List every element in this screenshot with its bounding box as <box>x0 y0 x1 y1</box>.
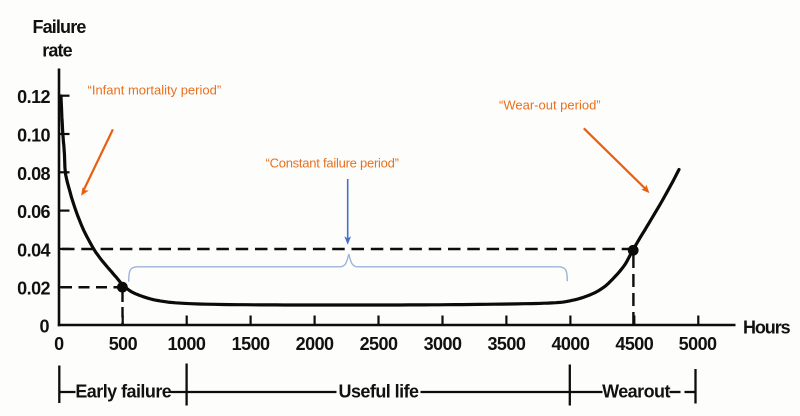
svg-text:500: 500 <box>109 334 138 354</box>
svg-text:0.04: 0.04 <box>17 240 50 260</box>
svg-text:2500: 2500 <box>360 334 398 354</box>
svg-text:3000: 3000 <box>424 334 462 354</box>
svg-text:2000: 2000 <box>296 334 334 354</box>
svg-text:4500: 4500 <box>615 334 653 354</box>
svg-text:Early failure: Early failure <box>75 382 171 402</box>
svg-text:0.08: 0.08 <box>17 164 50 184</box>
svg-text:Hours: Hours <box>743 318 791 338</box>
svg-text:“Infant mortality period”: “Infant mortality period” <box>88 83 222 98</box>
svg-text:Failure: Failure <box>32 17 86 37</box>
svg-text:0: 0 <box>54 334 64 354</box>
svg-text:1000: 1000 <box>167 334 205 354</box>
svg-text:Wearout: Wearout <box>602 382 670 402</box>
svg-text:3500: 3500 <box>487 334 525 354</box>
svg-text:0: 0 <box>40 317 50 337</box>
svg-text:Useful life: Useful life <box>339 382 420 402</box>
svg-text:rate: rate <box>42 41 72 61</box>
svg-text:5000: 5000 <box>679 334 717 354</box>
svg-text:“Constant failure period”: “Constant failure period” <box>266 156 399 171</box>
svg-text:1500: 1500 <box>232 334 270 354</box>
svg-text:“Wear-out period”: “Wear-out period” <box>499 98 601 113</box>
svg-text:0.12: 0.12 <box>17 87 50 107</box>
svg-text:0.02: 0.02 <box>17 279 50 299</box>
svg-text:4000: 4000 <box>551 334 589 354</box>
svg-text:0.10: 0.10 <box>17 126 50 146</box>
svg-text:0.06: 0.06 <box>17 202 50 222</box>
